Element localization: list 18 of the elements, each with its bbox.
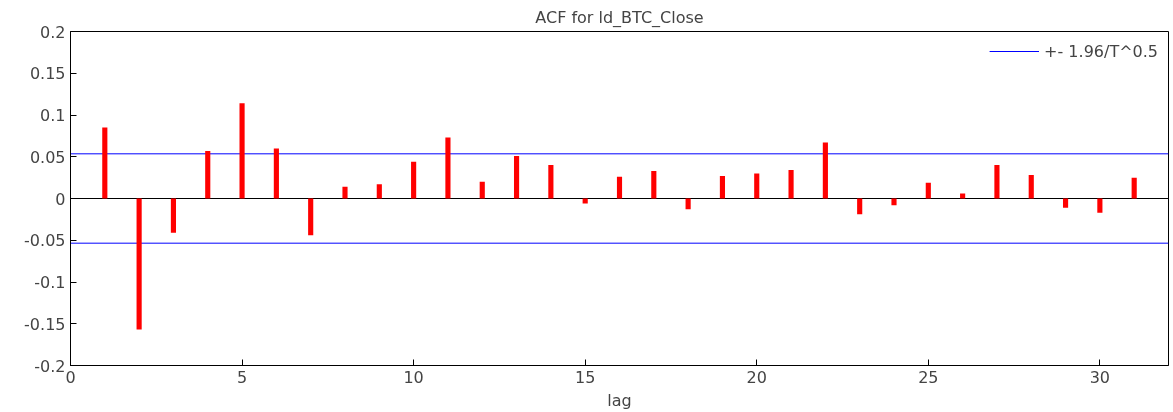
y-tick-label: -0.05: [24, 231, 66, 251]
y-tick-label: 0.1: [40, 106, 66, 125]
x-tick-label: 5: [236, 367, 248, 387]
x-tick-label: 10: [403, 367, 424, 387]
chart-title: ACF for ld_BTC_Close: [535, 7, 704, 28]
y-tick-label: 0.15: [29, 64, 66, 84]
y-tick-label: 0.05: [29, 147, 66, 167]
x-tick-label: 25: [918, 367, 939, 387]
x-tick-label: 30: [1089, 367, 1111, 387]
x-tick-label: 20: [746, 367, 767, 387]
x-axis-title: lag: [607, 390, 632, 410]
x-tick-label: 15: [575, 367, 596, 387]
y-tick-label: 0: [55, 189, 66, 209]
y-tick-label: -0.15: [24, 314, 66, 334]
legend-label: +- 1.96/T^0.5: [1044, 41, 1158, 61]
y-tick-label: 0.2: [40, 22, 66, 42]
y-tick-label: -0.2: [34, 356, 66, 376]
y-tick-label: -0.1: [34, 273, 66, 292]
